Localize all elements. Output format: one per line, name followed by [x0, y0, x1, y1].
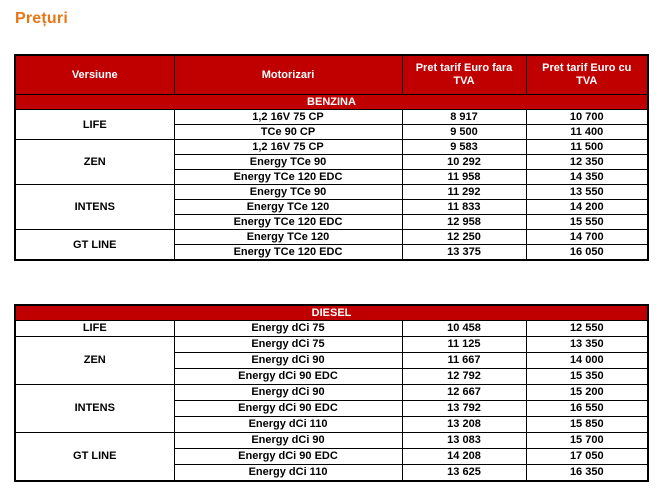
price-no-vat-cell: 10 292 — [401, 154, 527, 170]
section-band-diesel: DIESEL — [14, 304, 649, 321]
price-no-vat-cell: 13 792 — [401, 400, 527, 417]
engine-cell: Energy dCi 110 — [173, 464, 403, 482]
table-row: ZEN Energy dCi 75 11 125 13 350 — [14, 336, 649, 385]
engine-cell: 1,2 16V 75 CP — [173, 139, 403, 155]
price-no-vat-cell: 13 375 — [401, 244, 527, 261]
price-no-vat-cell: 12 792 — [401, 368, 527, 385]
version-cell: ZEN — [14, 336, 175, 385]
price-vat-cell: 15 350 — [525, 368, 649, 385]
price-vat-cell: 13 350 — [525, 336, 649, 353]
price-no-vat-cell: 14 208 — [401, 448, 527, 465]
table-row: LIFE Energy dCi 75 10 458 12 550 — [14, 320, 649, 337]
price-no-vat-cell: 13 625 — [401, 464, 527, 482]
table-row: INTENS Energy dCi 90 12 667 15 200 — [14, 384, 649, 433]
price-no-vat-cell: 11 125 — [401, 336, 527, 353]
version-cell: ZEN — [14, 139, 175, 185]
engine-cell: Energy TCe 120 EDC — [173, 244, 403, 261]
price-vat-cell: 14 000 — [525, 352, 649, 369]
table-row: Energy TCe 120 EDC 13 375 16 050 — [15, 244, 649, 261]
price-vat-cell: 16 050 — [525, 244, 649, 261]
table-row: GT LINE Energy dCi 90 13 083 15 700 — [14, 432, 649, 482]
price-vat-cell: 12 350 — [525, 154, 649, 170]
engine-cell: Energy TCe 90 — [173, 154, 403, 170]
table-row: GT LINE Energy TCe 120 12 250 14 700 — [14, 229, 649, 261]
price-table-diesel: DIESEL LIFE Energy dCi 75 10 458 12 550 … — [14, 304, 650, 482]
engine-cell: Energy dCi 90 EDC — [173, 368, 403, 385]
engine-cell: Energy TCe 120 EDC — [173, 214, 403, 230]
table-row: Energy TCe 120 11 833 14 200 — [15, 199, 649, 215]
price-no-vat-cell: 11 667 — [401, 352, 527, 369]
price-no-vat-cell: 12 667 — [401, 384, 527, 401]
engine-cell: Energy dCi 90 EDC — [173, 448, 403, 465]
price-no-vat-cell: 13 208 — [401, 416, 527, 433]
price-vat-cell: 16 350 — [525, 464, 649, 482]
column-header-versiune: Versiune — [14, 54, 175, 95]
table-row: Energy dCi 90 EDC 12 792 15 350 — [15, 368, 649, 385]
table-row: INTENS Energy TCe 90 11 292 13 550 — [14, 184, 649, 230]
version-cell: LIFE — [14, 109, 175, 140]
engine-cell: Energy dCi 90 — [173, 384, 403, 401]
table-row: Energy TCe 120 EDC 12 958 15 550 — [15, 214, 649, 230]
section-label: BENZINA — [14, 94, 649, 110]
price-no-vat-cell: 11 958 — [401, 169, 527, 185]
price-no-vat-cell: 8 917 — [401, 109, 527, 125]
price-vat-cell: 11 500 — [525, 139, 649, 155]
price-vat-cell: 15 700 — [525, 432, 649, 449]
column-header-price-vat: Pret tarif Euro cu TVA — [525, 54, 649, 95]
engine-cell: Energy TCe 120 EDC — [173, 169, 403, 185]
price-no-vat-cell: 11 292 — [401, 184, 527, 200]
version-cell: GT LINE — [14, 229, 175, 261]
engine-cell: Energy dCi 110 — [173, 416, 403, 433]
table-row: Energy dCi 110 13 625 16 350 — [15, 464, 649, 482]
price-no-vat-cell: 12 958 — [401, 214, 527, 230]
price-no-vat-cell: 12 250 — [401, 229, 527, 245]
page: Prețuri Versiune Motorizari Pret tarif E… — [14, 10, 650, 482]
section-band-benzina: BENZINA — [14, 94, 649, 110]
price-vat-cell: 15 850 — [525, 416, 649, 433]
price-vat-cell: 11 400 — [525, 124, 649, 140]
table-row: Energy dCi 90 EDC 13 792 16 550 — [15, 400, 649, 417]
column-header-motorizari: Motorizari — [173, 54, 403, 95]
column-header-row: Versiune Motorizari Pret tarif Euro fara… — [14, 54, 649, 95]
price-no-vat-cell: 9 500 — [401, 124, 527, 140]
price-vat-cell: 15 550 — [525, 214, 649, 230]
table-row: Energy dCi 90 11 667 14 000 — [15, 352, 649, 369]
engine-cell: Energy dCi 90 — [173, 352, 403, 369]
engine-cell: Energy dCi 90 — [173, 432, 403, 449]
table-row: ZEN 1,2 16V 75 CP 9 583 11 500 — [14, 139, 649, 185]
price-table-benzina: Versiune Motorizari Pret tarif Euro fara… — [14, 54, 649, 261]
engine-cell: Energy TCe 120 — [173, 229, 403, 245]
version-cell: INTENS — [14, 184, 175, 230]
price-no-vat-cell: 13 083 — [401, 432, 527, 449]
engine-cell: Energy dCi 75 — [173, 336, 403, 353]
engine-cell: Energy TCe 90 — [173, 184, 403, 200]
price-vat-cell: 14 350 — [525, 169, 649, 185]
price-vat-cell: 10 700 — [525, 109, 649, 125]
table-row: LIFE 1,2 16V 75 CP 8 917 10 700 — [14, 109, 649, 140]
version-cell: GT LINE — [14, 432, 175, 482]
engine-cell: Energy TCe 120 — [173, 199, 403, 215]
engine-cell: Energy dCi 75 — [173, 320, 403, 337]
section-label: DIESEL — [14, 304, 649, 321]
price-no-vat-cell: 10 458 — [401, 320, 527, 337]
page-title: Prețuri — [15, 10, 68, 27]
engine-cell: 1,2 16V 75 CP — [173, 109, 403, 125]
version-cell: INTENS — [14, 384, 175, 433]
column-header-price-no-vat: Pret tarif Euro fara TVA — [401, 54, 527, 95]
engine-cell: TCe 90 CP — [173, 124, 403, 140]
price-no-vat-cell: 11 833 — [401, 199, 527, 215]
price-vat-cell: 17 050 — [525, 448, 649, 465]
price-vat-cell: 13 550 — [525, 184, 649, 200]
price-vat-cell: 12 550 — [525, 320, 649, 337]
price-vat-cell: 16 550 — [525, 400, 649, 417]
price-vat-cell: 14 200 — [525, 199, 649, 215]
price-vat-cell: 14 700 — [525, 229, 649, 245]
version-cell: LIFE — [14, 320, 175, 337]
table-row: Energy TCe 90 10 292 12 350 — [15, 154, 649, 170]
price-no-vat-cell: 9 583 — [401, 139, 527, 155]
price-vat-cell: 15 200 — [525, 384, 649, 401]
table-row: Energy dCi 90 EDC 14 208 17 050 — [15, 448, 649, 465]
engine-cell: Energy dCi 90 EDC — [173, 400, 403, 417]
